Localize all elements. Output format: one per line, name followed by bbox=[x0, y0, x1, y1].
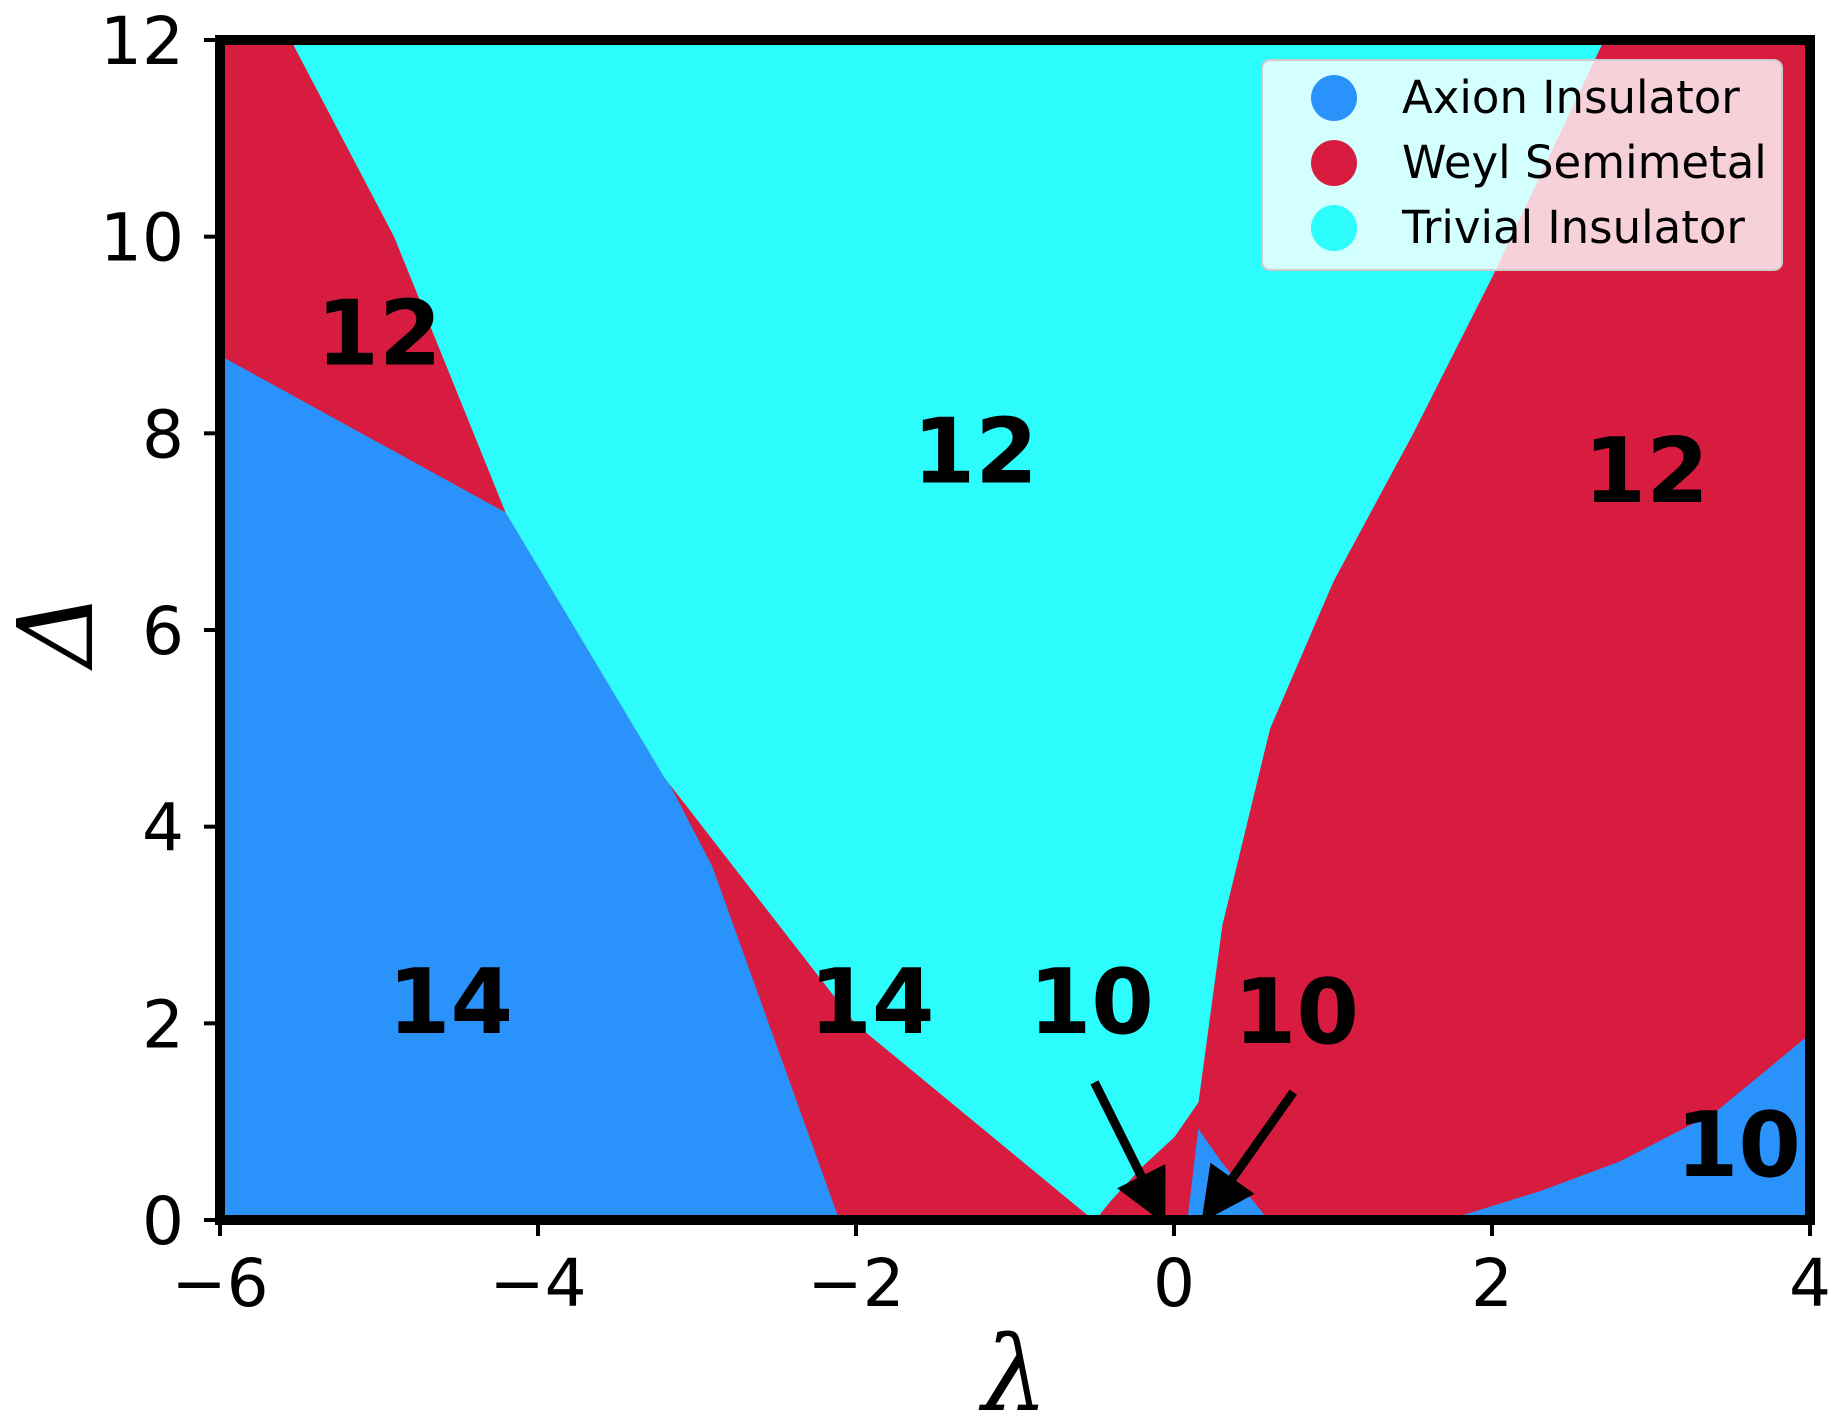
x-tick-label: −2 bbox=[807, 1245, 904, 1322]
trivial-insulator-legend-marker bbox=[1311, 205, 1357, 251]
y-tick-label: 12 bbox=[100, 3, 184, 80]
annotation-arrows bbox=[1090, 1080, 1297, 1225]
region-labels: 12 12 12 14 14 10 10 10 bbox=[316, 282, 1801, 1198]
legend: Axion Insulator Weyl Semimetal Trivial Ins… bbox=[1261, 59, 1783, 271]
trivial-insulator-legend-label: Trivial Insulator bbox=[1401, 201, 1745, 254]
region-label: 12 bbox=[913, 400, 1038, 505]
y-tick-label: 0 bbox=[142, 1183, 184, 1260]
region-label: 12 bbox=[1584, 419, 1709, 524]
weyl-semimetal-legend-marker bbox=[1311, 140, 1357, 186]
legend-box bbox=[1261, 59, 1783, 271]
y-tick-label: 6 bbox=[142, 593, 184, 670]
region-label: 10 bbox=[1029, 950, 1154, 1055]
x-axis-label: λ bbox=[978, 1313, 1048, 1426]
y-axis-label: Δ bbox=[0, 592, 117, 671]
phase-regions bbox=[220, 40, 1810, 1220]
annotation-arrow bbox=[1090, 1080, 1166, 1225]
axes: −6 −4 −2 0 2 4 0 2 4 6 8 10 12 λ Δ bbox=[0, 3, 1831, 1426]
trivial-insulator-region-1 bbox=[290, 40, 1605, 1220]
region-label: 10 bbox=[1676, 1093, 1801, 1198]
x-tick-label: 4 bbox=[1789, 1245, 1831, 1322]
x-tick-label: −4 bbox=[489, 1245, 586, 1322]
annotation-arrow bbox=[1201, 1089, 1297, 1223]
x-tick-label: −6 bbox=[171, 1245, 268, 1322]
y-tick-label: 4 bbox=[142, 790, 184, 867]
region-label: 14 bbox=[388, 950, 513, 1055]
weyl-semimetal-legend-label: Weyl Semimetal bbox=[1402, 136, 1767, 189]
y-tick-label: 2 bbox=[142, 986, 184, 1063]
region-label: 14 bbox=[809, 950, 934, 1055]
axion-insulator-legend-marker bbox=[1311, 75, 1357, 121]
region-label: 12 bbox=[316, 282, 441, 387]
region-label: 10 bbox=[1234, 960, 1359, 1065]
y-tick-label: 10 bbox=[100, 200, 184, 277]
axion-insulator-legend-label: Axion Insulator bbox=[1402, 71, 1740, 124]
x-tick-label: 2 bbox=[1471, 1245, 1513, 1322]
y-tick-label: 8 bbox=[142, 396, 184, 473]
x-tick-label: 0 bbox=[1153, 1245, 1195, 1322]
